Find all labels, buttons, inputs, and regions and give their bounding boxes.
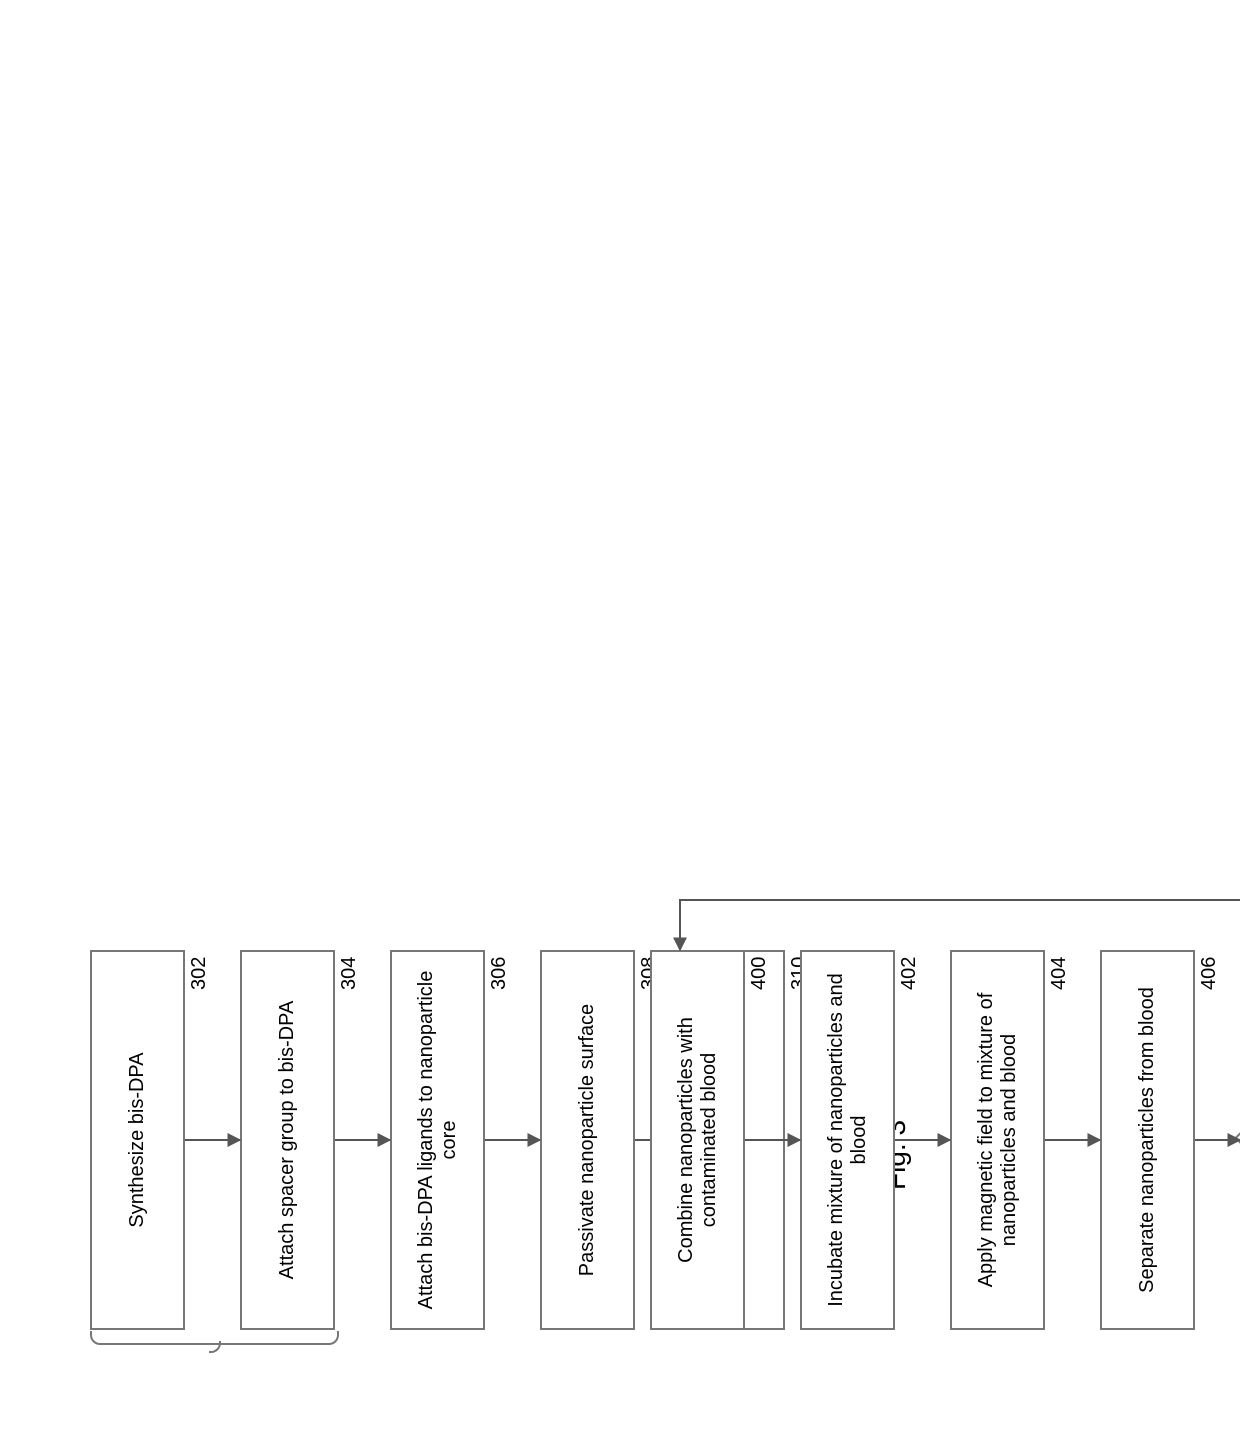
page: Synthesize bis-DPA 302 Attach spacer gro… bbox=[0, 0, 1240, 1443]
figure-4: Combine nanoparticles with contaminated … bbox=[620, 60, 1200, 1420]
fig4-arrows bbox=[620, 820, 1240, 1420]
figure-3: Synthesize bis-DPA 302 Attach spacer gro… bbox=[60, 60, 580, 1420]
